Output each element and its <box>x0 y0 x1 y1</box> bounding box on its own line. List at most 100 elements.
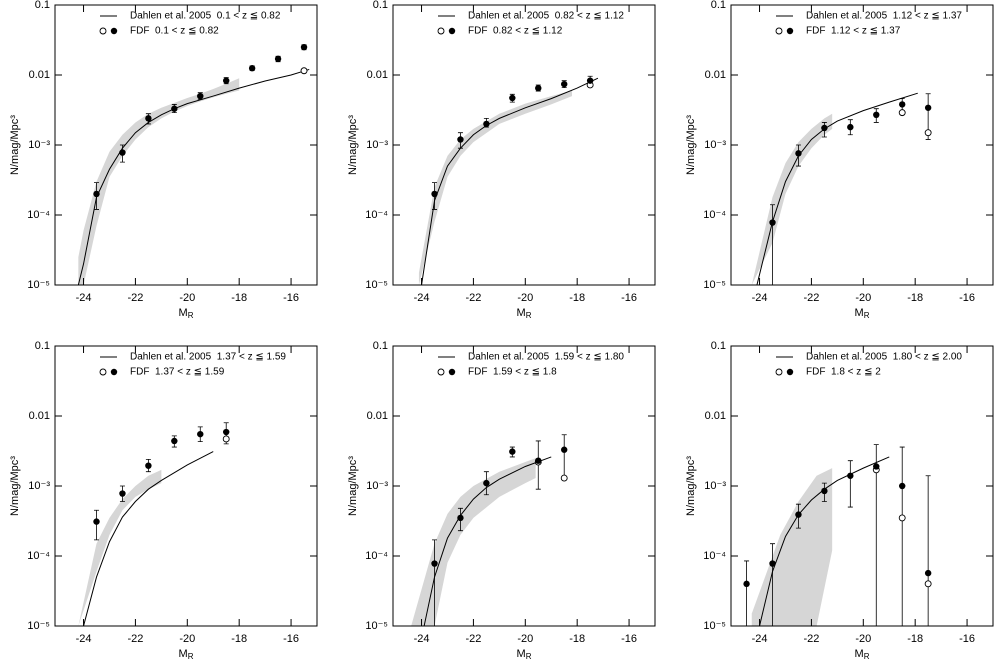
legend-label: FDF 1.12 < z ≦ 1.37 <box>806 26 901 37</box>
x-axis-label: MR <box>517 307 532 320</box>
y-tick-label: 10⁻⁵ <box>27 279 50 291</box>
data-point <box>457 514 464 522</box>
y-tick-label: 0.01 <box>367 410 388 422</box>
data-point <box>873 463 880 470</box>
y-tick-label: 10⁻³ <box>366 480 388 492</box>
data-point <box>197 92 204 100</box>
x-tick-label: -16 <box>959 633 975 645</box>
y-tick-label: 0.1 <box>35 340 50 352</box>
y-tick-label: 10⁻³ <box>28 480 50 492</box>
data-point <box>119 490 126 497</box>
x-axis-label-main: M <box>517 307 526 319</box>
legend-label: Dahlen et al. 2005 0.82 < z ≦ 1.12 <box>468 11 624 22</box>
legend-label: FDF 1.8 < z ≦ 2 <box>806 367 881 378</box>
y-tick-label: 10⁻⁵ <box>703 620 726 632</box>
y-tick-label: 10⁻⁴ <box>365 209 388 221</box>
x-tick-label: -20 <box>179 633 195 645</box>
data-point <box>535 457 542 464</box>
data-point <box>795 511 802 518</box>
x-tick-label: -20 <box>179 292 195 304</box>
legend-symbol <box>437 27 445 35</box>
legend-label: Dahlen et al. 2005 1.37 < z ≦ 1.59 <box>130 352 286 363</box>
x-tick-label: -24 <box>414 292 430 304</box>
uncertainty-band <box>418 90 572 285</box>
legend-symbol <box>110 27 118 35</box>
x-axis-label-sub: R <box>864 652 870 661</box>
y-tick-label: 10⁻³ <box>704 139 726 151</box>
data-point <box>145 115 152 122</box>
data-point <box>223 428 230 436</box>
y-tick-label: 10⁻³ <box>704 480 726 492</box>
x-axis-label-main: M <box>855 648 864 660</box>
y-tick-label: 0.01 <box>29 69 50 81</box>
y-axis-label: N/mag/Mpc³ <box>9 456 21 516</box>
legend-symbol <box>448 368 456 376</box>
y-axis-label: N/mag/Mpc³ <box>685 456 697 516</box>
plot-frame <box>392 4 656 286</box>
error-bar <box>770 543 776 626</box>
open-point <box>898 109 906 117</box>
y-axis-label: N/mag/Mpc³ <box>347 456 359 516</box>
data-point <box>248 65 256 72</box>
error-bar <box>432 539 438 626</box>
data-point <box>509 94 516 102</box>
data-point <box>119 149 126 156</box>
data-point <box>561 80 568 88</box>
x-tick-label: -22 <box>803 633 819 645</box>
legend-label: Dahlen et al. 2005 1.12 < z ≦ 1.37 <box>806 11 962 22</box>
x-tick-label: -22 <box>465 292 481 304</box>
y-axis-label: N/mag/Mpc³ <box>347 115 359 175</box>
x-axis-label: MR <box>179 648 194 661</box>
open-point <box>924 580 932 588</box>
legend-symbol <box>99 368 107 376</box>
y-axis-label: N/mag/Mpc³ <box>685 115 697 175</box>
y-axis-label: N/mag/Mpc³ <box>9 115 21 175</box>
x-tick-label: -18 <box>231 633 247 645</box>
error-bar <box>94 509 100 541</box>
y-tick-label: 0.1 <box>373 340 388 352</box>
y-tick-label: 10⁻³ <box>28 139 50 151</box>
x-axis-label-main: M <box>179 307 188 319</box>
y-tick-label: 0.01 <box>705 410 726 422</box>
error-bar <box>899 446 905 626</box>
y-tick-label: 0.01 <box>367 69 388 81</box>
x-axis-label-main: M <box>179 648 188 660</box>
model-curve <box>756 92 918 285</box>
data-point <box>899 482 906 490</box>
legend-label: FDF 0.82 < z ≦ 1.12 <box>468 26 563 37</box>
legend-label: FDF 1.37 < z ≦ 1.59 <box>130 367 225 378</box>
legend-symbol <box>786 368 794 376</box>
y-tick-label: 10⁻⁴ <box>365 550 388 562</box>
legend-symbol <box>786 27 794 35</box>
open-point <box>300 67 308 75</box>
x-tick-label: -22 <box>803 292 819 304</box>
data-point <box>795 150 802 157</box>
x-tick-label: -22 <box>127 292 143 304</box>
x-axis-label-main: M <box>855 307 864 319</box>
uncertainty-band <box>751 468 833 626</box>
x-tick-label: -24 <box>414 633 430 645</box>
x-axis-label-sub: R <box>526 652 532 661</box>
legend-symbol <box>775 368 783 376</box>
data-point <box>924 569 932 577</box>
data-point <box>171 437 178 445</box>
data-point <box>924 104 932 111</box>
data-point <box>899 101 906 108</box>
model-curve <box>421 77 599 285</box>
x-tick-label: -20 <box>855 633 871 645</box>
data-point <box>821 487 828 495</box>
panel: 0.1 0.01 10⁻³ 10⁻⁴ 10⁻⁵ -24 -22 -20 -18 -16 MR N/ma… <box>347 0 656 320</box>
panel: 0.1 0.01 10⁻³ 10⁻⁴ 10⁻⁵ -24 -22 -20 -18 -16 MR N/ma… <box>9 340 318 661</box>
x-tick-label: -18 <box>907 292 923 304</box>
x-tick-label: -24 <box>76 633 92 645</box>
error-bar <box>925 475 931 626</box>
error-bar <box>873 444 879 626</box>
open-point <box>560 474 568 482</box>
legend-symbol <box>110 368 118 376</box>
x-tick-label: -16 <box>283 633 299 645</box>
model-curve <box>759 456 890 626</box>
uncertainty-band <box>411 458 536 626</box>
data-point <box>274 55 282 63</box>
data-point <box>431 190 438 198</box>
data-point <box>769 219 776 226</box>
